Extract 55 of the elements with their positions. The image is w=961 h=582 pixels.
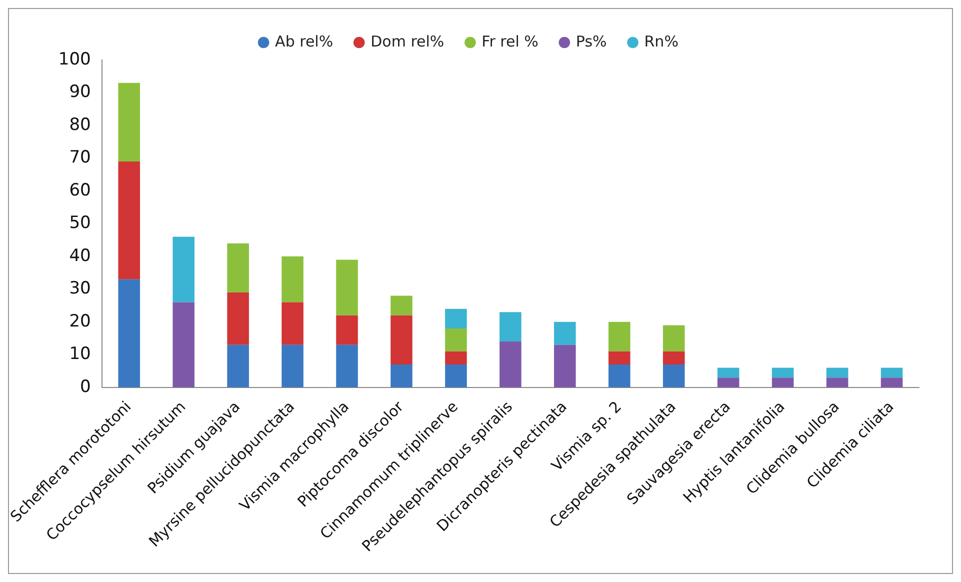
bar bbox=[880, 368, 903, 378]
bar bbox=[662, 351, 685, 364]
bar bbox=[445, 364, 467, 388]
legend-label: Dom rel% bbox=[370, 32, 444, 50]
legend-label: Rn% bbox=[644, 32, 678, 50]
bar bbox=[608, 364, 630, 388]
bar bbox=[662, 364, 685, 388]
y-tick-label: 20 bbox=[69, 311, 91, 332]
bar bbox=[390, 315, 412, 364]
bar bbox=[500, 342, 522, 388]
legend-label: Ps% bbox=[576, 32, 607, 50]
bar bbox=[282, 344, 304, 388]
bar bbox=[336, 315, 358, 345]
bar bbox=[336, 260, 358, 316]
bar bbox=[554, 322, 576, 345]
bar bbox=[826, 368, 848, 378]
y-tick-label: 10 bbox=[69, 344, 91, 364]
legend-label: Fr rel % bbox=[482, 32, 538, 50]
bar bbox=[282, 302, 304, 345]
bar bbox=[445, 328, 467, 352]
y-tick-label: 0 bbox=[80, 376, 91, 397]
y-tick-label: 80 bbox=[69, 114, 91, 135]
y-tick-label: 50 bbox=[69, 213, 91, 234]
y-tick-label: 70 bbox=[69, 148, 91, 168]
bar bbox=[282, 256, 304, 302]
bar bbox=[445, 351, 467, 364]
y-tick-label: 100 bbox=[58, 49, 91, 70]
bar bbox=[826, 378, 848, 388]
bar bbox=[554, 344, 576, 388]
bar bbox=[772, 378, 794, 388]
bar bbox=[717, 368, 740, 378]
bar bbox=[662, 325, 685, 352]
y-tick-label: 30 bbox=[69, 278, 91, 299]
bar bbox=[445, 308, 467, 328]
legend-label: Ab rel% bbox=[275, 32, 334, 50]
bar bbox=[336, 344, 358, 388]
bar bbox=[118, 161, 140, 280]
bar bbox=[608, 322, 630, 352]
bar bbox=[227, 292, 249, 345]
bar bbox=[172, 236, 194, 302]
bar bbox=[227, 243, 249, 292]
y-tick-label: 40 bbox=[69, 246, 91, 266]
bar bbox=[227, 344, 249, 388]
bar bbox=[118, 279, 140, 388]
bar bbox=[390, 364, 412, 388]
bar bbox=[772, 368, 794, 378]
y-tick-label: 60 bbox=[69, 180, 91, 200]
bar bbox=[500, 312, 522, 342]
bar bbox=[390, 296, 412, 316]
y-tick-label: 90 bbox=[69, 82, 91, 102]
bar bbox=[118, 82, 140, 162]
bar bbox=[608, 351, 630, 364]
bar bbox=[717, 378, 740, 388]
bar bbox=[172, 302, 194, 388]
bar bbox=[880, 378, 903, 388]
